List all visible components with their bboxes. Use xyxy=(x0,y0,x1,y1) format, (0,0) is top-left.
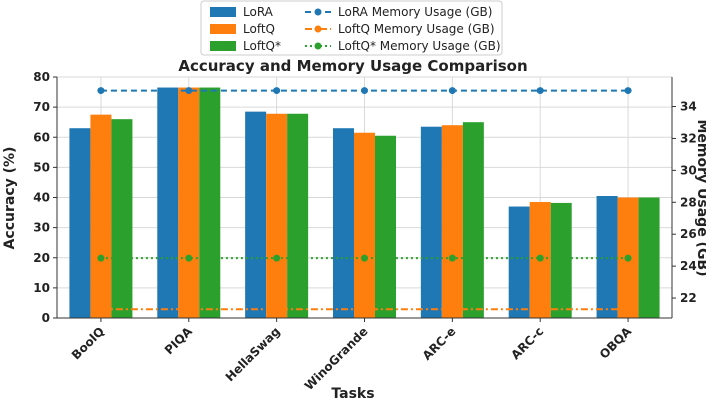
point-loftq-memory-usage-gb xyxy=(185,305,193,313)
point-loftq-memory-usage-gb xyxy=(97,254,105,262)
y-tick-label: 10 xyxy=(33,281,50,295)
y-tick-label: 50 xyxy=(33,160,50,174)
y2-tick-label: 32 xyxy=(680,131,697,145)
point-lora-memory-usage-gb xyxy=(97,87,105,95)
chart-title: Accuracy and Memory Usage Comparison xyxy=(178,57,527,75)
x-tick-label: ARC-c xyxy=(508,324,546,362)
point-loftq-memory-usage-gb xyxy=(97,305,105,313)
point-loftq-memory-usage-gb xyxy=(536,254,544,262)
y-tick-label: 40 xyxy=(33,191,50,205)
memory-lines xyxy=(97,87,632,313)
point-lora-memory-usage-gb xyxy=(536,87,544,95)
point-loftq-memory-usage-gb xyxy=(361,305,368,313)
point-lora-memory-usage-gb xyxy=(448,87,456,95)
y-tick-label: 60 xyxy=(33,130,50,144)
point-loftq-memory-usage-gb xyxy=(185,254,193,262)
legend-swatch-loftq xyxy=(210,24,236,34)
bar-lora xyxy=(420,126,442,318)
point-loftq-memory-usage-gb xyxy=(448,254,456,262)
point-lora-memory-usage-gb xyxy=(273,87,281,95)
y-tick-label: 70 xyxy=(33,100,50,114)
bar-lora xyxy=(596,195,618,318)
x-tick-label: PIQA xyxy=(162,324,196,358)
x-axis-label: Tasks xyxy=(331,386,374,401)
legend-label-lora: LoRA xyxy=(243,5,274,19)
y2-tick-label: 30 xyxy=(680,163,697,177)
y2-axis-label: Memory Usage (GB) xyxy=(694,119,706,276)
bar-loftq xyxy=(441,125,463,318)
bar-lora xyxy=(157,87,179,318)
point-loftq-memory-usage-gb xyxy=(448,305,456,313)
point-loftq-memory-usage-gb xyxy=(273,254,281,262)
y2-tick-label: 24 xyxy=(680,259,697,273)
point-lora-memory-usage-gb xyxy=(185,87,193,95)
bar-loftq xyxy=(90,114,112,318)
bar-loftq xyxy=(178,87,200,318)
bar-lora xyxy=(508,206,530,318)
point-loftq-memory-usage-gb xyxy=(361,254,368,262)
y-tick-label: 30 xyxy=(33,221,50,235)
y-tick-label: 80 xyxy=(33,70,50,84)
legend: LoRA LoftQ LoftQ* LoRA Memory Usage (GB) Lof… xyxy=(200,0,503,56)
bar-lora xyxy=(245,111,267,318)
y2-tick-label: 26 xyxy=(680,227,697,241)
legend-marker-lora-memory-usage-gb xyxy=(314,8,322,16)
x-tick-label: HellaSwag xyxy=(223,324,283,384)
legend-swatch-lora xyxy=(210,7,236,17)
point-loftq-memory-usage-gb xyxy=(624,254,632,262)
point-lora-memory-usage-gb xyxy=(361,87,368,95)
y-tick-label: 0 xyxy=(42,311,50,325)
bar-loftq- xyxy=(287,113,309,318)
legend-label-loftq: LoftQ xyxy=(243,22,275,36)
x-tick-label: WinoGrande xyxy=(302,324,371,393)
legend-label-loftq-memory-usage-gb: LoftQ* Memory Usage (GB) xyxy=(338,39,501,53)
bars xyxy=(69,87,660,318)
legend-marker-loftq-memory-usage-gb xyxy=(314,25,322,33)
point-loftq-memory-usage-gb xyxy=(536,305,544,313)
y-axis-label: Accuracy (%) xyxy=(2,147,18,250)
bar-lora xyxy=(69,128,91,318)
point-loftq-memory-usage-gb xyxy=(273,305,281,313)
x-tick-label: OBQA xyxy=(597,324,635,362)
y2-tick-label: 34 xyxy=(680,100,697,114)
x-tick-label: BoolQ xyxy=(69,324,107,362)
y-tick-label: 20 xyxy=(33,251,50,265)
bar-loftq- xyxy=(638,197,660,318)
bar-loftq- xyxy=(199,87,221,318)
legend-swatch-loftq xyxy=(210,41,236,51)
bar-loftq xyxy=(354,132,375,318)
bar-loftq- xyxy=(550,202,572,318)
legend-label-lora-memory-usage-gb: LoRA Memory Usage (GB) xyxy=(338,5,492,19)
legend-box xyxy=(200,0,503,56)
bar-loftq- xyxy=(111,119,133,318)
x-tick-label: ARC-e xyxy=(420,324,459,363)
bar-loftq- xyxy=(462,122,484,318)
bar-loftq- xyxy=(375,135,396,318)
point-loftq-memory-usage-gb xyxy=(624,305,632,313)
y2-tick-label: 28 xyxy=(680,195,697,209)
legend-marker-loftq-memory-usage-gb xyxy=(314,42,322,50)
legend-label-loftq-memory-usage-gb: LoftQ Memory Usage (GB) xyxy=(338,22,495,36)
bar-lora xyxy=(333,128,354,318)
point-lora-memory-usage-gb xyxy=(624,87,632,95)
legend-label-loftq: LoftQ* xyxy=(243,39,281,53)
y2-tick-label: 22 xyxy=(680,291,697,305)
bar-loftq xyxy=(266,113,288,318)
